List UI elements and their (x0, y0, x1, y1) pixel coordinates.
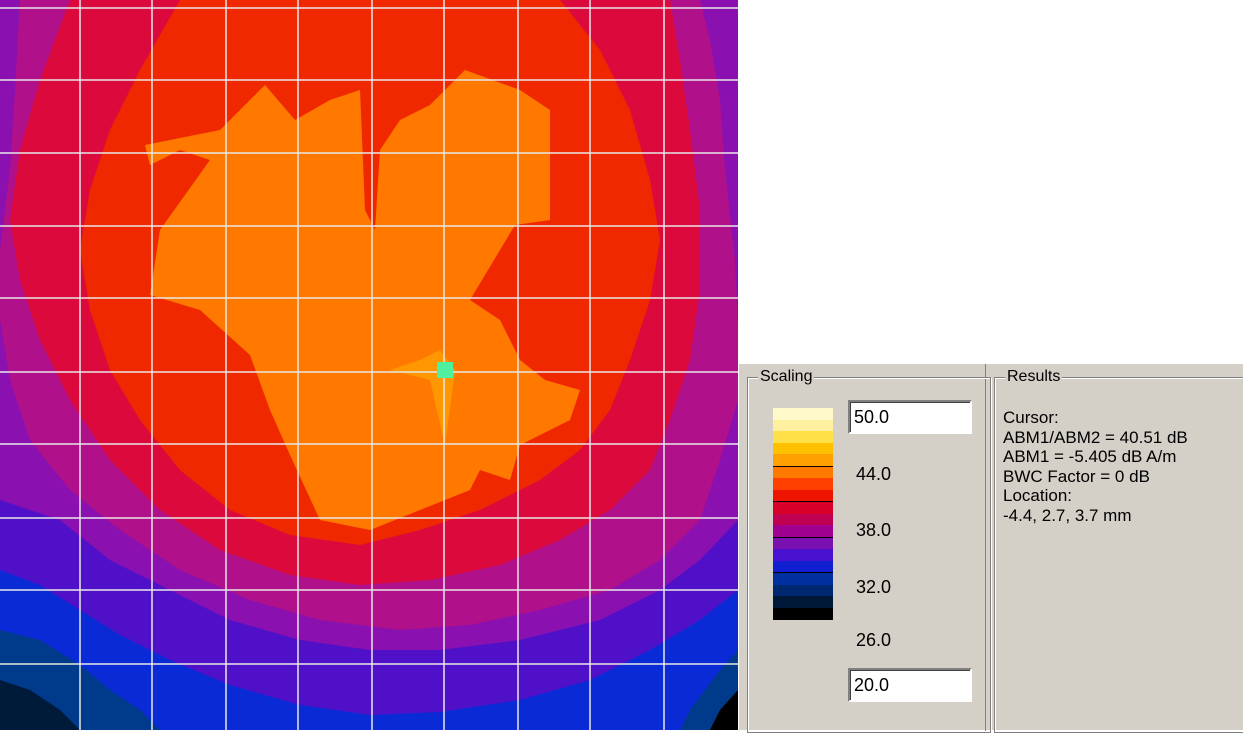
results-line-abm1: ABM1 = -5.405 dB A/m (1003, 447, 1177, 466)
scale-tick-label: 32.0 (856, 577, 892, 597)
color-swatch (773, 466, 833, 478)
color-swatch (773, 408, 833, 420)
scale-tick-label: 26.0 (856, 630, 892, 650)
color-swatch (773, 584, 833, 596)
results-line-location-value: -4.4, 2.7, 3.7 mm (1003, 505, 1132, 525)
color-swatch (773, 608, 833, 620)
scale-tick-label: 38.0 (856, 520, 892, 540)
scale-threshold-line (773, 501, 833, 502)
color-swatch (773, 478, 833, 490)
color-swatch (773, 549, 833, 561)
heatmap-canvas[interactable] (0, 0, 738, 730)
scale-threshold-line (773, 572, 833, 573)
contour-blue (0, 570, 738, 730)
control-panel: Scaling 44.0 38.0 32.0 26.0 Results Curs… (738, 363, 1243, 733)
scale-max-input[interactable] (848, 400, 972, 434)
color-swatch (773, 502, 833, 514)
color-swatch (773, 489, 833, 501)
color-swatch (773, 431, 833, 443)
color-swatch (773, 454, 833, 466)
results-line-ratio: ABM1/ABM2 = 40.51 dB (1003, 427, 1188, 447)
color-swatch (773, 525, 833, 537)
field-heatmap[interactable] (0, 0, 738, 730)
color-swatch (773, 537, 833, 549)
color-swatch (773, 573, 833, 585)
panel-divider (985, 364, 986, 731)
cursor-marker[interactable] (437, 362, 453, 378)
scale-threshold-line (773, 465, 833, 467)
scale-min-input[interactable] (848, 668, 972, 702)
results-line-cursor: Cursor: (1003, 408, 1059, 427)
results-line-location-label: Location: (1003, 486, 1072, 505)
contour-black-right (710, 690, 738, 730)
contour-dark-navy (0, 680, 80, 730)
scale-tick-label: 44.0 (856, 464, 892, 484)
color-swatch (773, 419, 833, 431)
color-swatch (773, 596, 833, 608)
contour-orange (145, 70, 580, 530)
color-swatch (773, 442, 833, 454)
scaling-title: Scaling (758, 368, 815, 386)
color-swatch (773, 513, 833, 525)
scale-threshold-line (773, 536, 833, 538)
results-line-bwc: BWC Factor = 0 dB (1003, 466, 1150, 486)
results-group: Results Cursor: ABM1/ABM2 = 40.51 dB ABM… (994, 368, 1243, 733)
scaling-group: Scaling 44.0 38.0 32.0 26.0 (747, 368, 991, 733)
results-readout: Cursor: ABM1/ABM2 = 40.51 dB ABM1 = -5.4… (1003, 408, 1188, 525)
color-swatch (773, 560, 833, 572)
results-title: Results (1005, 368, 1063, 386)
color-scale-bar (773, 408, 833, 684)
scale-threshold-line (773, 607, 833, 609)
